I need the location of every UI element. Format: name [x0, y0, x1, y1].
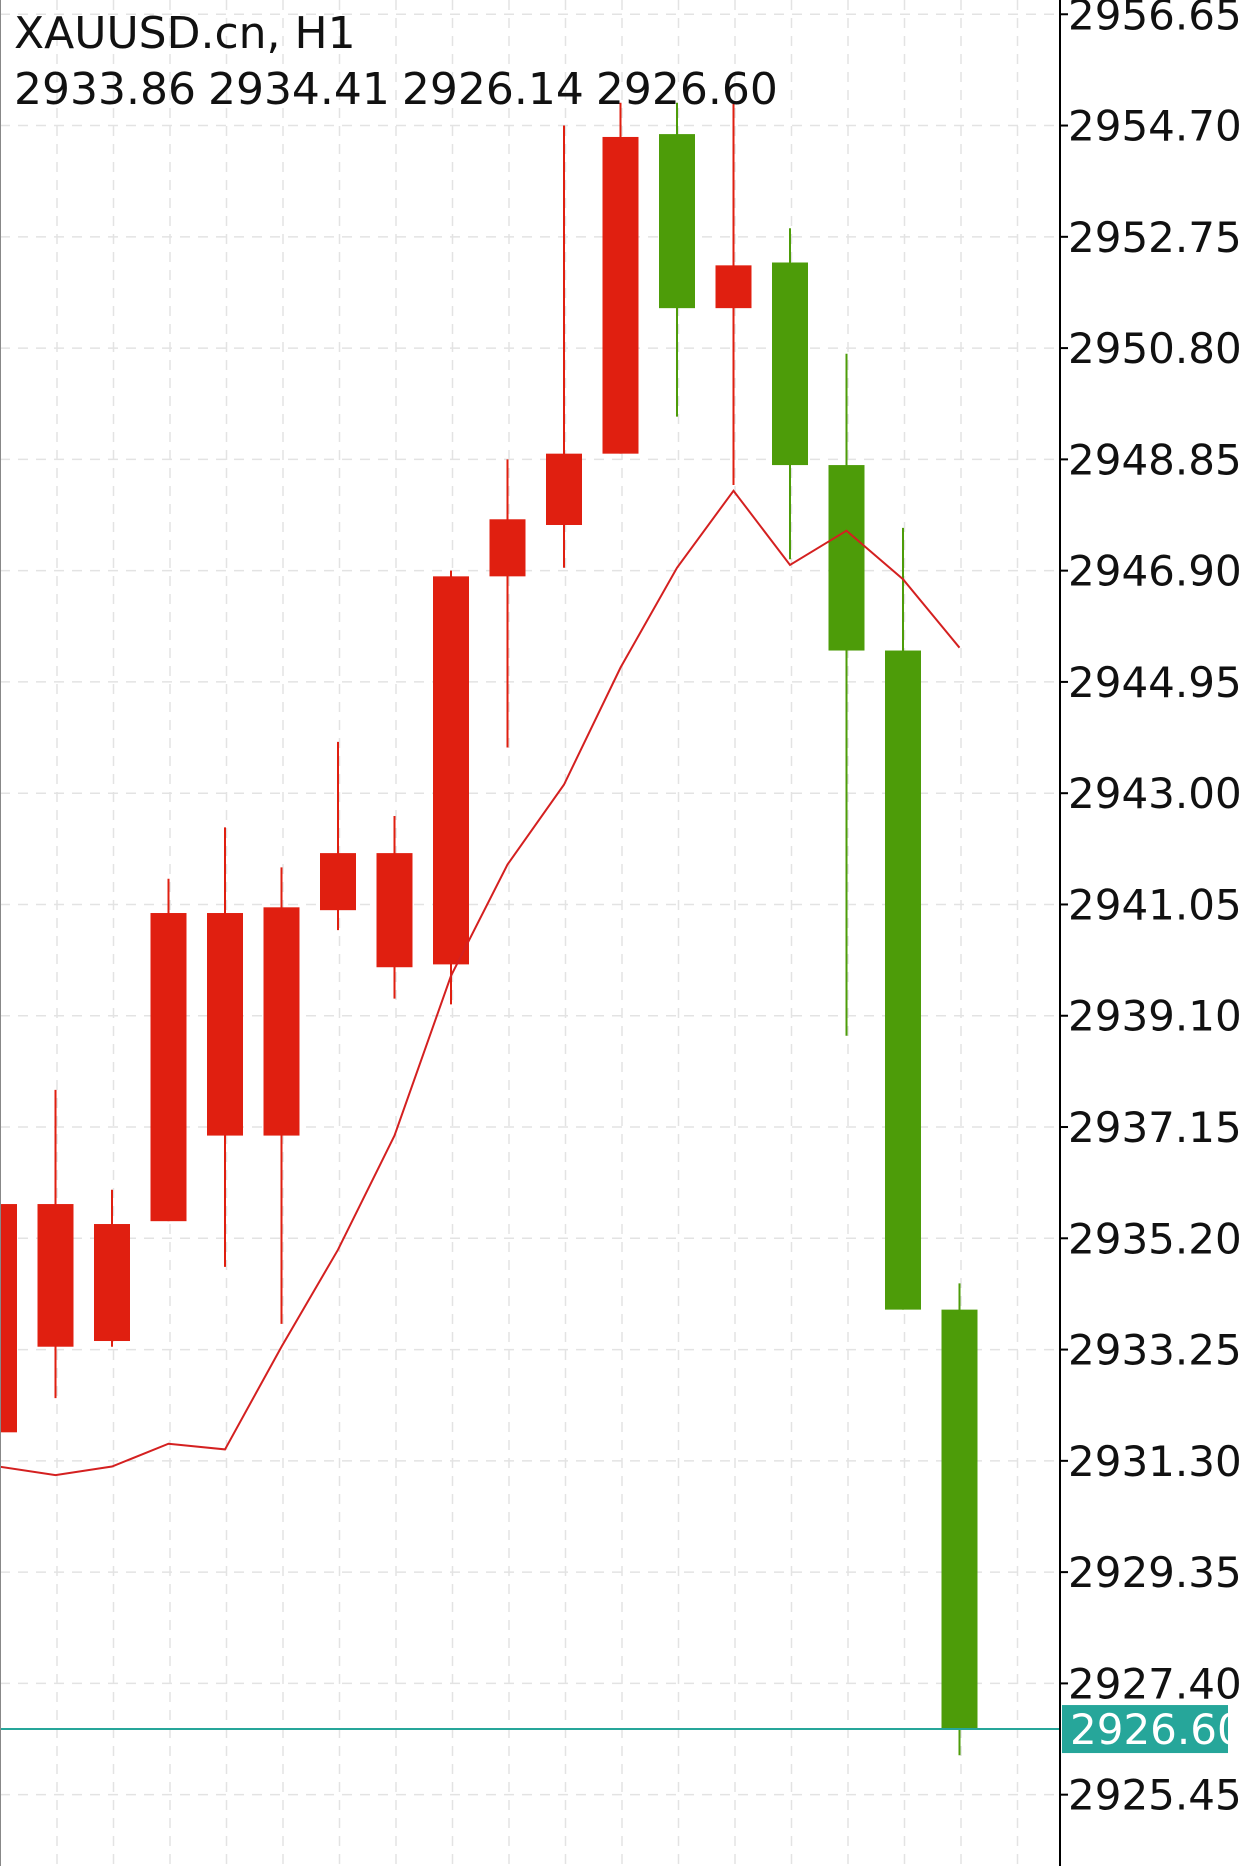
y-tick-label: 2941.05	[1068, 880, 1242, 929]
candle-body	[885, 650, 921, 1310]
candle-body	[263, 907, 300, 1136]
candle-body	[941, 1309, 978, 1730]
candle-body	[94, 1224, 130, 1342]
y-tick-label: 2939.10	[1068, 992, 1242, 1041]
y-tick-label: 2935.20	[1068, 1214, 1242, 1263]
y-tick-label: 2927.40	[1068, 1659, 1242, 1708]
y-tick-label: 2929.35	[1068, 1548, 1242, 1597]
y-tick-label: 2946.90	[1068, 547, 1242, 596]
y-tick-label: 2943.00	[1068, 769, 1242, 818]
current-price-tag	[1062, 1705, 1228, 1754]
chart-header: XAUUSD.cn, H1 2933.86 2934.41 2926.14 2926.…	[14, 6, 790, 118]
candle-body	[602, 136, 639, 454]
candle-body	[433, 576, 469, 965]
y-tick-label: 2925.45	[1068, 1771, 1242, 1820]
ohlc-values: 2933.86 2934.41 2926.14 2926.60	[14, 62, 790, 118]
candle-wicks	[54, 102, 961, 1756]
y-tick-label: 2944.95	[1068, 658, 1242, 707]
symbol-timeframe-label: XAUUSD.cn, H1	[14, 8, 356, 59]
ma-line	[0, 489, 961, 1477]
candle-body	[715, 265, 752, 309]
candle-body	[150, 913, 187, 1222]
y-tick-label: 2954.70	[1068, 102, 1242, 151]
y-tick-label: 2933.25	[1068, 1326, 1242, 1375]
candle-body	[320, 853, 356, 911]
candle-body	[0, 1204, 17, 1433]
current-price: 2926.60	[0, 1705, 1244, 1754]
y-tick-label: 2948.85	[1068, 435, 1242, 484]
ohlc-open: 2933.86	[14, 64, 196, 115]
ohlc-high: 2934.41	[207, 64, 390, 115]
candle-body	[772, 262, 808, 466]
y-tick-label: 2931.30	[1068, 1437, 1242, 1486]
candle-body	[376, 853, 413, 968]
candle-bodies	[0, 134, 978, 1730]
y-tick-label: 2956.65	[1068, 0, 1242, 39]
candle-body	[37, 1204, 74, 1347]
y-tick-label: 2937.15	[1068, 1103, 1242, 1152]
y-tick-label: 2950.80	[1068, 324, 1242, 373]
candle-body	[207, 913, 243, 1136]
candle-body	[546, 453, 582, 525]
moving-average	[0, 489, 961, 1477]
candle-body	[828, 465, 865, 651]
ohlc-close: 2926.60	[595, 64, 778, 115]
candle-body	[659, 134, 695, 309]
candle-body	[489, 519, 526, 577]
ohlc-low: 2926.14	[401, 64, 584, 115]
y-tick-label: 2952.75	[1068, 213, 1242, 262]
current-price-label: 2926.60	[1070, 1705, 1244, 1754]
